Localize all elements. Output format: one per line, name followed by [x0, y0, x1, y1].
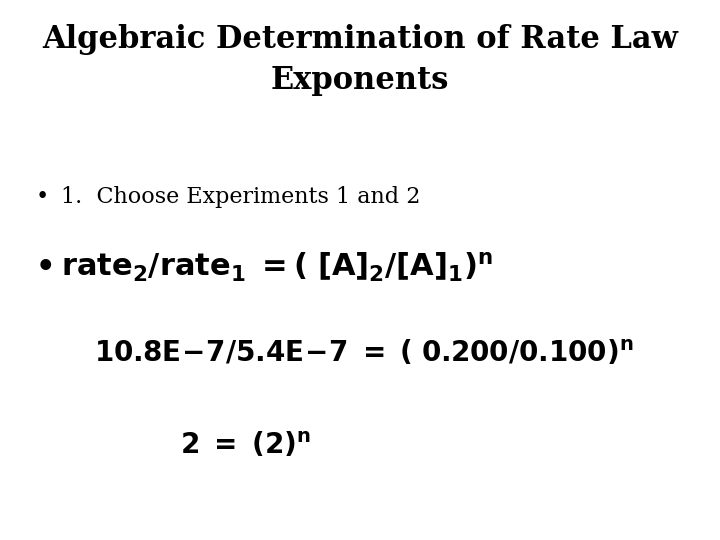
Text: •: •: [36, 252, 55, 283]
Text: Algebraic Determination of Rate Law
Exponents: Algebraic Determination of Rate Law Expo…: [42, 24, 678, 96]
Text: •: •: [36, 186, 49, 208]
Text: $\mathbf{2\ =\ (2)^n}$: $\mathbf{2\ =\ (2)^n}$: [180, 431, 311, 460]
Text: $\mathbf{rate_2/rate_1\ =(\ [A]_2/[A]_1)^n}$: $\mathbf{rate_2/rate_1\ =(\ [A]_2/[A]_1)…: [61, 251, 493, 284]
Text: $\mathbf{10.8E\!-\!7/5.4E\!-\!7\ =\ (\ 0.200/0.100)^n}$: $\mathbf{10.8E\!-\!7/5.4E\!-\!7\ =\ (\ 0…: [94, 339, 633, 368]
Text: 1.  Choose Experiments 1 and 2: 1. Choose Experiments 1 and 2: [61, 186, 420, 208]
